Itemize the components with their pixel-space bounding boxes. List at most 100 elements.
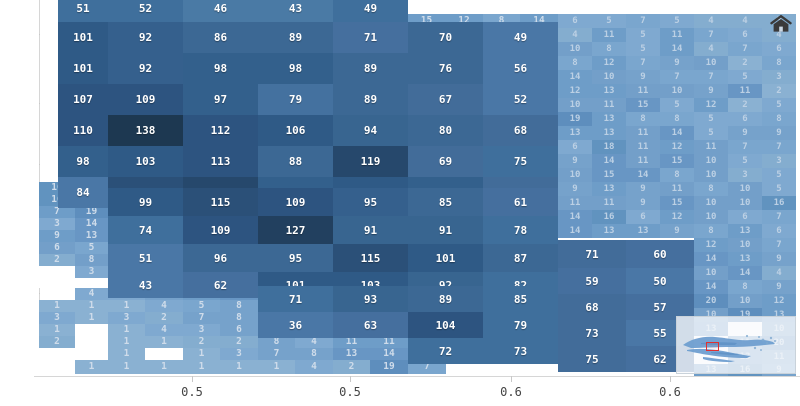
plot-area[interactable]: 5152464349151281465754431019286897170494… [0, 0, 800, 376]
heatmap-cell[interactable]: 73 [558, 320, 626, 346]
heatmap-cell[interactable]: 5 [694, 112, 728, 126]
heatmap-cell[interactable]: 99 [108, 188, 183, 216]
heatmap-cell[interactable]: 1 [108, 348, 145, 360]
heatmap-cell[interactable]: 1 [145, 336, 183, 348]
heatmap-cell[interactable]: 6 [762, 42, 796, 56]
heatmap-cell[interactable]: 8 [220, 300, 258, 312]
heatmap-cell[interactable]: 7 [728, 42, 762, 56]
heatmap-cell[interactable]: 11 [592, 196, 626, 210]
heatmap-cell[interactable]: 10 [694, 196, 728, 210]
heatmap-cell[interactable]: 18 [592, 140, 626, 154]
heatmap-cell[interactable]: 12 [660, 140, 694, 154]
heatmap-cell[interactable]: 12 [762, 294, 796, 308]
heatmap-cell[interactable]: 5 [728, 154, 762, 168]
heatmap-cell[interactable]: 127 [258, 216, 333, 244]
heatmap-cell[interactable]: 4 [295, 360, 333, 374]
heatmap-cell[interactable]: 52 [108, 0, 183, 22]
heatmap-cell[interactable]: 12 [592, 56, 626, 70]
heatmap-cell[interactable]: 14 [660, 42, 694, 56]
heatmap-cell[interactable]: 13 [592, 112, 626, 126]
heatmap-cell[interactable]: 8 [75, 254, 108, 266]
heatmap-cell[interactable]: 5 [592, 14, 626, 28]
heatmap-cell[interactable]: 75 [558, 346, 626, 372]
heatmap-cell[interactable]: 88 [258, 146, 333, 177]
heatmap-cell[interactable]: 74 [108, 216, 183, 244]
heatmap-cell[interactable]: 16 [592, 210, 626, 224]
heatmap-cell[interactable]: 10 [592, 70, 626, 84]
heatmap-cell[interactable]: 9 [762, 126, 796, 140]
heatmap-cell[interactable]: 96 [183, 244, 258, 272]
heatmap-cell[interactable]: 11 [626, 154, 660, 168]
heatmap-cell[interactable]: 89 [333, 53, 408, 84]
heatmap-cell[interactable]: 10 [728, 196, 762, 210]
heatmap-cell[interactable]: 110 [58, 115, 108, 146]
heatmap-cell[interactable]: 5 [660, 98, 694, 112]
heatmap-cell[interactable]: 6 [728, 28, 762, 42]
heatmap-cell[interactable]: 1 [75, 312, 108, 324]
heatmap-cell[interactable]: 10 [694, 168, 728, 182]
heatmap-cell[interactable]: 13 [75, 230, 108, 242]
heatmap-cell[interactable]: 12 [660, 210, 694, 224]
heatmap-cell[interactable]: 2 [728, 56, 762, 70]
heatmap-cell[interactable]: 10 [694, 56, 728, 70]
heatmap-cell[interactable]: 94 [333, 115, 408, 146]
heatmap-cell[interactable]: 9 [660, 56, 694, 70]
heatmap-cell[interactable]: 13 [592, 182, 626, 196]
heatmap-cell[interactable]: 1 [75, 360, 108, 374]
heatmap-cell[interactable]: 10 [694, 210, 728, 224]
heatmap-cell[interactable]: 2 [728, 98, 762, 112]
heatmap-cell[interactable]: 61 [483, 188, 558, 216]
heatmap-cell[interactable]: 5 [728, 70, 762, 84]
heatmap-cell[interactable]: 7 [694, 70, 728, 84]
heatmap-cell[interactable]: 6 [39, 242, 75, 254]
heatmap-cell[interactable]: 85 [483, 286, 558, 312]
heatmap-cell[interactable]: 9 [762, 280, 796, 294]
heatmap-cell[interactable]: 86 [183, 22, 258, 53]
heatmap-cell[interactable]: 19 [558, 112, 592, 126]
heatmap-cell[interactable]: 1 [108, 360, 145, 374]
home-icon[interactable] [766, 10, 796, 40]
heatmap-cell[interactable]: 6 [558, 140, 592, 154]
heatmap-cell[interactable]: 1 [39, 324, 75, 336]
heatmap-cell[interactable]: 13 [558, 126, 592, 140]
heatmap-cell[interactable]: 3 [762, 70, 796, 84]
heatmap-cell[interactable]: 11 [592, 98, 626, 112]
heatmap-cell[interactable]: 20 [694, 294, 728, 308]
heatmap-cell[interactable]: 101 [58, 22, 108, 53]
heatmap-cell[interactable]: 7 [762, 210, 796, 224]
heatmap-cell[interactable]: 14 [558, 210, 592, 224]
heatmap-cell[interactable]: 4 [145, 324, 183, 336]
heatmap-cell[interactable]: 10 [558, 168, 592, 182]
heatmap-cell[interactable]: 59 [558, 268, 626, 294]
heatmap-cell[interactable]: 103 [108, 146, 183, 177]
heatmap-cell[interactable]: 68 [483, 115, 558, 146]
heatmap-cell[interactable]: 71 [558, 240, 626, 268]
heatmap-cell[interactable]: 87 [483, 244, 558, 272]
heatmap-cell[interactable]: 107 [58, 84, 108, 115]
heatmap-cell[interactable]: 13 [728, 224, 762, 238]
heatmap-cell[interactable]: 109 [108, 84, 183, 115]
heatmap-cell[interactable]: 70 [408, 22, 483, 53]
heatmap-cell[interactable]: 5 [183, 300, 220, 312]
heatmap-cell[interactable]: 11 [660, 28, 694, 42]
heatmap-cell[interactable]: 2 [39, 254, 75, 266]
heatmap-cell[interactable]: 7 [694, 28, 728, 42]
heatmap-cell[interactable]: 7 [762, 140, 796, 154]
heatmap-cell[interactable]: 1 [75, 300, 108, 312]
heatmap-cell[interactable]: 79 [483, 312, 558, 338]
heatmap-cell[interactable]: 11 [370, 336, 408, 348]
heatmap-cell[interactable]: 9 [626, 196, 660, 210]
heatmap-cell[interactable]: 1 [220, 360, 258, 374]
heatmap-cell[interactable]: 2 [333, 360, 370, 374]
heatmap-cell[interactable]: 13 [592, 126, 626, 140]
heatmap-cell[interactable]: 11 [626, 140, 660, 154]
heatmap-cell[interactable]: 4 [728, 14, 762, 28]
heatmap-cell[interactable]: 104 [408, 312, 483, 338]
heatmap-cell[interactable]: 84 [58, 177, 108, 208]
heatmap-cell[interactable]: 8 [295, 348, 333, 360]
heatmap-cell[interactable]: 106 [258, 115, 333, 146]
heatmap-cell[interactable]: 1 [183, 360, 220, 374]
heatmap-cell[interactable]: 14 [626, 168, 660, 182]
heatmap-cell[interactable]: 14 [75, 218, 108, 230]
heatmap-cell[interactable]: 19 [370, 360, 408, 374]
